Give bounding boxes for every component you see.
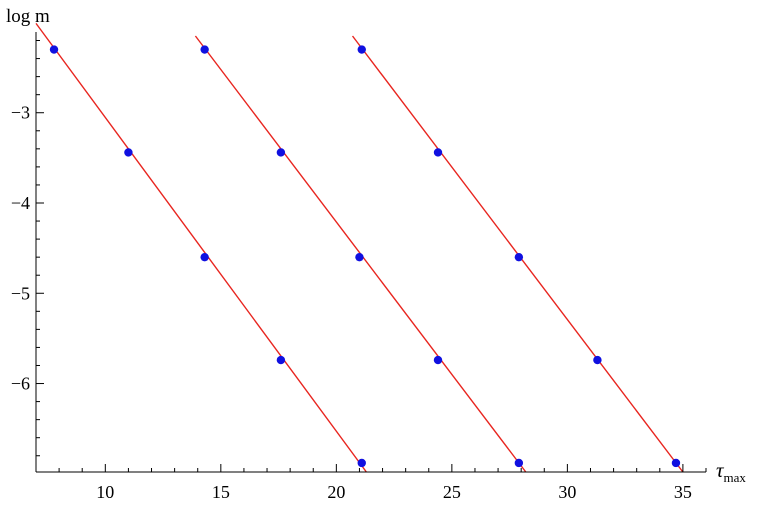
series-1-point <box>276 355 286 365</box>
x-tick-label: 15 <box>212 482 230 502</box>
series-points <box>49 45 681 468</box>
series-1-line <box>35 22 367 473</box>
tick-labels: 10 15 20 25 30 35 −3 −4 −5 −6 <box>11 103 692 502</box>
series-3-point <box>514 252 524 262</box>
x-tick-label: 35 <box>674 482 692 502</box>
series-3-point <box>593 355 602 365</box>
series-2-point <box>200 45 209 54</box>
x-tick-label: 30 <box>558 482 576 502</box>
series-1-point <box>200 252 209 262</box>
x-axis-label-subscript: max <box>724 470 747 485</box>
series-3-point <box>433 148 443 157</box>
series-1-point <box>357 458 366 468</box>
series-2-point <box>355 252 364 262</box>
x-tick-label: 20 <box>327 482 345 502</box>
series-1-point <box>124 148 133 157</box>
x-axis-label-base: τ <box>716 458 725 482</box>
y-tick-label: −3 <box>11 103 30 123</box>
y-tick-label: −5 <box>11 283 30 303</box>
x-axis-label: τmax <box>716 458 746 485</box>
y-axis-label: log m <box>6 6 50 27</box>
y-tick-label: −4 <box>11 193 30 213</box>
series-1-point <box>49 45 59 54</box>
series-2-point <box>514 458 524 468</box>
axes <box>35 32 706 473</box>
x-tick-label: 10 <box>96 482 114 502</box>
series-lines <box>35 22 684 473</box>
series-3-point <box>357 45 366 54</box>
series-3-point <box>671 458 681 468</box>
x-tick-label: 25 <box>443 482 461 502</box>
y-tick-label: −6 <box>11 374 30 394</box>
series-2-point <box>276 148 286 157</box>
tick-marks <box>35 40 707 472</box>
series-2-point <box>433 355 443 365</box>
